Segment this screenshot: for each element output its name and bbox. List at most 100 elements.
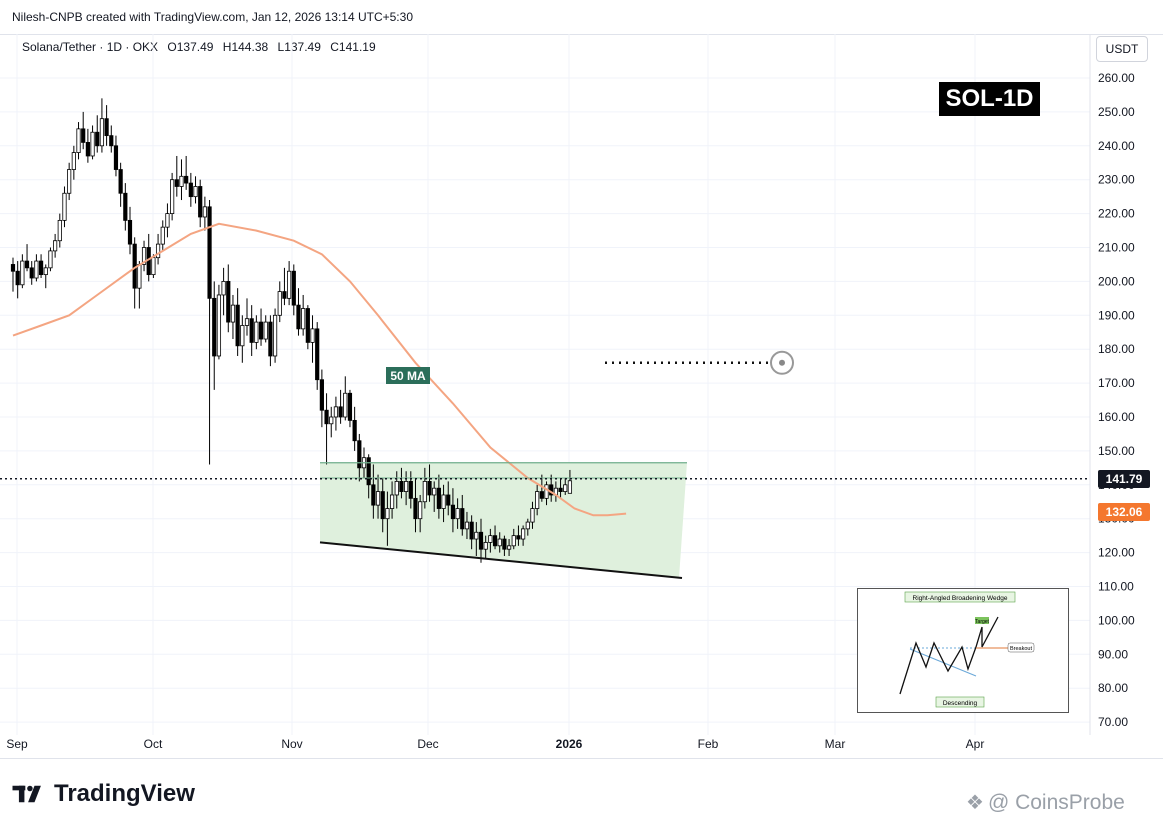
watermark-text: @ CoinsProbe — [987, 790, 1125, 814]
price-chart[interactable]: 50 MA 260.00 250.00 240.00 230.00 220.00 210.… — [0, 0, 1163, 760]
credit-text: Nilesh-CNPB created with TradingView.com… — [12, 10, 413, 24]
candle-body — [81, 128, 86, 143]
coinsprobe-icon: ❖ — [966, 792, 984, 814]
y-tick-label: 230.00 — [1098, 173, 1135, 187]
candle-body — [483, 542, 488, 550]
candle-body — [408, 481, 413, 499]
symbol-name[interactable]: Solana/Tether · 1D · OKX — [22, 40, 159, 54]
candle-body — [432, 487, 437, 496]
candle-body — [329, 416, 334, 425]
candle-body — [544, 484, 549, 499]
candle-body — [254, 321, 259, 343]
candle-body — [535, 491, 540, 509]
candle-body — [315, 328, 320, 381]
candle-body — [427, 481, 432, 496]
inset-title: Right-Angled Broadening Wedge — [913, 595, 1008, 602]
candle-body — [24, 260, 30, 269]
candle-body — [338, 406, 343, 418]
candle-body — [380, 491, 385, 520]
top-bar: Nilesh-CNPB created with TradingView.com… — [0, 0, 1163, 35]
candle-body — [455, 508, 460, 520]
candle-body — [123, 192, 128, 221]
candle-body — [165, 213, 170, 228]
candle-body — [446, 494, 451, 506]
candles — [10, 98, 573, 563]
currency-button[interactable]: USDT — [1096, 36, 1148, 62]
candle-body — [179, 175, 184, 187]
candle-body — [118, 169, 123, 194]
candle-body — [216, 294, 222, 357]
candle-body — [67, 169, 72, 194]
y-tick-label: 110.00 — [1098, 580, 1134, 594]
candle-body — [352, 419, 357, 442]
candle-body — [109, 135, 114, 147]
tradingview-logo[interactable]: TradingView — [12, 780, 195, 808]
inset-breakout: Breakout — [1010, 646, 1032, 652]
candle-body — [333, 406, 339, 418]
candle-body — [272, 314, 278, 357]
candle-body — [127, 219, 133, 245]
y-tick-label: 160.00 — [1098, 410, 1135, 424]
candle-body — [48, 250, 53, 269]
sol-1d-tag: SOL-1D — [939, 82, 1040, 116]
candle-body — [305, 308, 310, 343]
candle-body — [366, 457, 371, 486]
candle-body — [394, 481, 399, 496]
y-tick-label: 260.00 — [1098, 71, 1135, 85]
y-tick-label: 240.00 — [1098, 139, 1135, 153]
candle-body — [310, 328, 315, 343]
candle-body — [104, 118, 109, 137]
y-tick-label: 100.00 — [1098, 613, 1135, 627]
candle-body — [90, 131, 95, 157]
time-axis: Sep Oct Nov Dec 2026 Feb Mar Apr — [6, 737, 984, 751]
candle-body — [277, 291, 282, 316]
candle-body — [371, 484, 376, 506]
candle-body — [258, 321, 264, 340]
target-dot — [779, 359, 785, 366]
current-price-tag: 141.79 — [1098, 469, 1150, 488]
y-tick-label: 220.00 — [1098, 207, 1135, 221]
pattern-inset: Right-Angled Broadening Wedge Breakout T… — [857, 588, 1069, 713]
candle-body — [221, 280, 226, 296]
candle-body — [389, 494, 395, 509]
candle-body — [15, 270, 20, 286]
y-tick-label: 190.00 — [1098, 308, 1135, 322]
candle-body — [244, 318, 250, 326]
candle-body — [413, 497, 418, 520]
candle-body — [282, 291, 287, 299]
candle-body — [418, 501, 423, 520]
candle-body — [38, 260, 44, 276]
candle-body — [20, 260, 25, 286]
x-tick-label: Nov — [281, 737, 302, 751]
candle-body — [525, 521, 530, 530]
candle-body — [249, 318, 254, 343]
candle-body — [99, 118, 105, 147]
candle-body — [563, 484, 568, 492]
x-tick-label: Mar — [825, 737, 846, 751]
candle-body — [85, 142, 90, 157]
candle-body — [478, 531, 484, 550]
candle-body — [287, 270, 292, 299]
candle-body — [230, 304, 236, 323]
candle-body — [347, 392, 353, 421]
candle-body — [296, 304, 301, 330]
candle-body — [441, 494, 446, 509]
symbol-info: Solana/Tether · 1D · OKX O137.49 H144.38… — [22, 40, 382, 54]
candle-body — [198, 186, 203, 218]
inset-title-box — [904, 591, 1016, 603]
candle-body — [43, 267, 48, 276]
candle-body — [212, 297, 217, 357]
y-tick-label: 80.00 — [1098, 681, 1128, 695]
candle-body — [10, 264, 16, 272]
candle-body — [324, 409, 329, 425]
ohlc-low: L137.49 — [277, 40, 321, 54]
x-tick-label: Feb — [698, 737, 719, 751]
y-tick-label: 200.00 — [1098, 274, 1135, 288]
candle-body — [469, 521, 474, 540]
candle-body — [113, 145, 119, 170]
candle-body — [436, 487, 441, 509]
candle-body — [71, 152, 76, 170]
y-tick-label: 180.00 — [1098, 342, 1135, 356]
y-tick-label: 250.00 — [1098, 105, 1135, 119]
candle-body — [202, 206, 207, 218]
